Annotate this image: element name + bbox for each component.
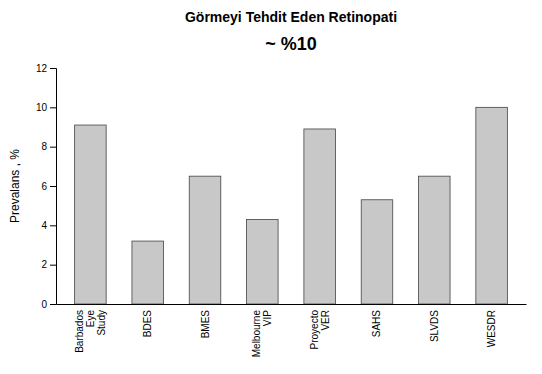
tick-label-line: SLVDS [429,310,440,342]
tick-label: WESDR [486,310,497,347]
tick-label: 10 [36,102,48,113]
tick-label-line: Study [96,310,107,336]
tick-label: SLVDS [429,310,440,342]
tick-label-line: Eye [85,310,96,328]
tick: 2 [41,259,56,270]
tick: SAHS [371,310,382,338]
axis-line [57,304,527,305]
tick-label-line: VIP [262,310,273,326]
tick: BMES [200,310,211,339]
tick-label-line: Barbados [74,310,85,353]
bar [361,200,393,304]
tick-label: MelbourneVIP [251,310,273,358]
tick-mark [50,265,56,266]
tick-label: 6 [41,181,47,192]
tick: WESDR [486,310,497,347]
tick-label: BMES [200,310,211,339]
tick-mark [50,68,56,69]
tick-label-line: Proyecto [309,310,320,350]
tick-mark [50,107,56,108]
tick: 10 [36,102,56,113]
bar [132,241,164,304]
tick: 8 [41,141,56,152]
tick-label-line: Melbourne [251,310,262,358]
bar [75,125,107,304]
tick: 12 [36,63,56,74]
tick-label: BDES [142,310,153,338]
tick-mark [50,147,56,148]
bar [247,219,279,304]
axis-line [50,69,57,305]
y-axis: 0 2 4 6 8 10 12 [36,63,57,310]
tick-label-line: BMES [200,310,211,339]
tick-label-line: BDES [142,310,153,338]
tick: BarbadosEyeStudy [74,310,107,353]
tick-label-line: VER [320,310,331,331]
tick: ProyectoVER [309,310,331,350]
tick-label: ProyectoVER [309,310,331,350]
tick-label: 0 [41,299,47,310]
bars [75,107,508,304]
bar [476,107,508,304]
subtitle: ~ %10 [265,34,317,54]
tick: SLVDS [429,310,440,342]
title: Görmeyi Tehdit Eden Retinopati [185,9,397,25]
plot: 0 2 4 6 8 10 12 BarbadosEyeStudy BDES BMES Melbour… [36,63,527,358]
tick: BDES [142,310,153,338]
tick-label: 12 [36,63,48,74]
tick: 6 [41,181,56,192]
tick: MelbourneVIP [251,310,273,358]
chart: 0 2 4 6 8 10 12 BarbadosEyeStudy BDES BMES Melbour… [0,0,542,374]
tick-label: BarbadosEyeStudy [74,310,107,353]
bar [189,176,221,304]
tick-mark [50,186,56,187]
tick-label: SAHS [371,310,382,338]
tick-label-line: SAHS [371,310,382,338]
x-axis: BarbadosEyeStudy BDES BMES MelbourneVIP Proy… [57,305,527,358]
tick-label: 8 [41,141,47,152]
tick-label: 4 [41,220,47,231]
tick-mark [50,304,56,305]
bar [419,176,451,304]
tick-mark [50,225,56,226]
bar [304,129,336,304]
tick-label-line: WESDR [486,310,497,347]
tick: 4 [41,220,56,231]
y-axis-title: Prevalans , % [8,149,22,223]
tick-label: 2 [41,259,47,270]
tick: 0 [41,299,56,310]
